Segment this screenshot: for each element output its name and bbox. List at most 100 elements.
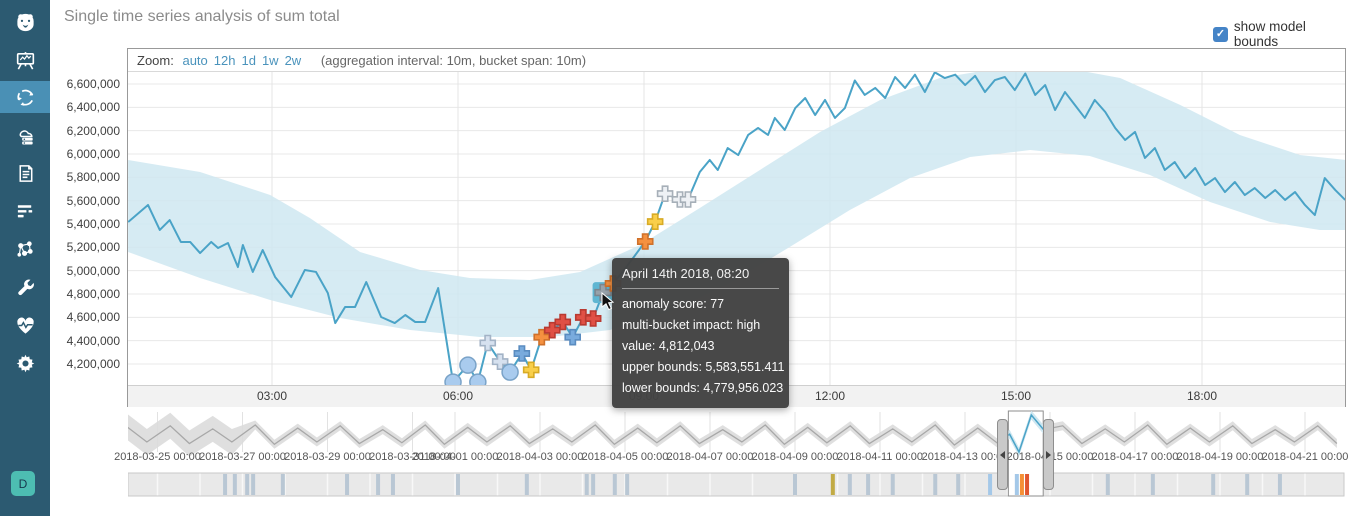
anomaly-marker-white[interactable]: [656, 185, 674, 202]
swimlane-cell-critical[interactable]: [1025, 474, 1030, 495]
swimlane-cell-low[interactable]: [1150, 474, 1155, 495]
swimlane-cell-low[interactable]: [524, 474, 529, 495]
swimlane[interactable]: [128, 472, 1345, 497]
swimlane-cell-low[interactable]: [223, 474, 228, 495]
anomaly-marker-low[interactable]: [501, 363, 519, 381]
sidebar-item-graph[interactable]: [0, 233, 50, 265]
ctx-selected-series: [1008, 411, 1044, 457]
swimlane-cell-low[interactable]: [232, 474, 237, 495]
anomaly-marker-critical[interactable]: [584, 310, 602, 327]
swimlane-cell-low[interactable]: [1245, 474, 1250, 495]
swimlane-cell-low[interactable]: [890, 474, 895, 495]
zoom-link-12h[interactable]: 12h: [213, 53, 236, 68]
swimlane-cell-warning[interactable]: [830, 474, 835, 495]
swimlane-cell-low[interactable]: [376, 474, 381, 495]
logs-icon: [17, 204, 32, 217]
anomaly-marker-low[interactable]: [444, 373, 462, 385]
swimlane-cell-low[interactable]: [345, 474, 350, 495]
swimlane-cell-low[interactable]: [956, 474, 961, 495]
anomaly-marker-white[interactable]: [679, 191, 697, 208]
anomaly-marker-critical[interactable]: [543, 321, 561, 339]
y-axis-label: 4,800,000: [66, 286, 120, 301]
context-x-label: 2018-04-21 00:00: [1261, 451, 1349, 463]
swimlane-cell-low[interactable]: [1277, 474, 1282, 495]
brush-handle-left[interactable]: [997, 419, 1009, 490]
zoom-link-auto[interactable]: auto: [182, 53, 208, 68]
space-avatar[interactable]: D: [11, 471, 35, 496]
anomaly-marker-minor[interactable]: [533, 328, 551, 346]
swimlane-cell-low[interactable]: [866, 474, 871, 495]
sidebar-item-kibana-logo[interactable]: [0, 6, 50, 38]
swimlane-cell-low[interactable]: [1105, 474, 1110, 495]
anomaly-marker-critical[interactable]: [574, 309, 592, 326]
anomaly-marker-low[interactable]: [469, 373, 487, 385]
swimlane-cell-low[interactable]: [390, 474, 395, 495]
sidebar-item-dev-tools[interactable]: [0, 271, 50, 303]
sidebar-item-machine-learning[interactable]: [0, 81, 50, 113]
tooltip-divider: [622, 288, 779, 289]
y-axis-label: 4,200,000: [66, 356, 120, 371]
swimlane-cell-low[interactable]: [793, 474, 797, 495]
context-chart-area: 2018-03-25 00:00 2018-03-27 00:00 2018-03-…: [114, 410, 1348, 500]
sidebar-item-management[interactable]: [0, 347, 50, 379]
swimlane-cell-low[interactable]: [584, 474, 589, 495]
context-x-label: 2018-04-11 00:00: [836, 451, 924, 463]
anomaly-marker-minor[interactable]: [636, 233, 654, 250]
sidebar-item-saved-objects[interactable]: [0, 157, 50, 189]
swimlane-cell-low[interactable]: [591, 474, 596, 495]
visualize-icon: [16, 51, 34, 69]
zoom-links: auto 12h 1d 1w 2w: [182, 53, 307, 68]
swimlane-cell-low[interactable]: [847, 474, 852, 495]
zoom-link-1d[interactable]: 1d: [241, 53, 256, 68]
context-x-label: 2018-04-07 00:00: [666, 451, 754, 463]
cloud-data-icon: [18, 129, 33, 144]
tooltip-upper-bounds: upper bounds: 5,583,551.411: [622, 360, 785, 374]
y-axis-label: 6,000,000: [66, 146, 120, 161]
sidebar-item-visualize[interactable]: [0, 44, 50, 76]
anomaly-marker-blue[interactable]: [513, 345, 531, 362]
swimlane-cell-low[interactable]: [455, 474, 460, 495]
brush-handle-right[interactable]: [1043, 419, 1055, 490]
swimlane-cell-low[interactable]: [245, 474, 250, 495]
y-axis-label: 5,400,000: [66, 216, 120, 231]
kibana-logo-icon: [16, 13, 34, 31]
swimlane-cell-low[interactable]: [933, 474, 938, 495]
model-bounds-label[interactable]: show model bounds: [1233, 19, 1306, 49]
swimlane-cell-minor[interactable]: [1019, 474, 1024, 495]
sidebar-item-logs[interactable]: [0, 195, 50, 227]
arrow-left-icon: [1000, 450, 1006, 459]
context-chart[interactable]: [128, 410, 1345, 500]
anomaly-marker-blue[interactable]: [564, 328, 582, 346]
y-axis-label: 6,400,000: [66, 100, 120, 115]
swimlane-cell-bucket[interactable]: [988, 474, 993, 495]
sidebar-item-cloud-data[interactable]: [0, 119, 50, 151]
anomaly-marker-low[interactable]: [459, 356, 477, 374]
swimlane-cell-low[interactable]: [625, 474, 630, 495]
anomaly-tooltip: April 14th 2018, 08:20 anomaly score: 77…: [612, 258, 789, 408]
aggregation-info: (aggregation interval: 10m, bucket span:…: [320, 53, 587, 68]
swimlane-cell-low[interactable]: [280, 474, 285, 495]
swimlane-cell-low[interactable]: [612, 474, 617, 495]
swimlane-cell-low[interactable]: [251, 474, 256, 495]
model-bounds-toggle[interactable]: ✓ show model bounds: [1213, 19, 1353, 49]
anomaly-marker-critical[interactable]: [554, 313, 572, 331]
kibana-sidebar: D: [0, 0, 50, 516]
graph-icon: [16, 240, 33, 257]
swimlane-cell-low[interactable]: [1211, 474, 1216, 495]
x-axis-label: 15:00: [1000, 389, 1032, 403]
anomaly-marker-warning[interactable]: [646, 213, 664, 230]
swimlane-cell-bucket[interactable]: [1014, 474, 1019, 495]
x-axis-label: 03:00: [256, 389, 288, 403]
model-bounds-checkbox[interactable]: ✓: [1213, 26, 1228, 42]
zoom-prefix: Zoom:: [137, 53, 174, 68]
anomaly-marker-pale[interactable]: [479, 334, 497, 352]
zoom-link-2w[interactable]: 2w: [284, 53, 302, 68]
anomaly-marker-warning[interactable]: [522, 361, 540, 379]
context-x-label: 2018-04-09 00:00: [751, 451, 839, 463]
actual-series-line: [128, 72, 1345, 384]
y-axis-label: 5,200,000: [66, 240, 120, 255]
sidebar-item-monitoring[interactable]: [0, 309, 50, 341]
zoom-link-1w[interactable]: 1w: [261, 53, 279, 68]
tooltip-multi-bucket-impact: multi-bucket impact: high: [622, 318, 761, 332]
